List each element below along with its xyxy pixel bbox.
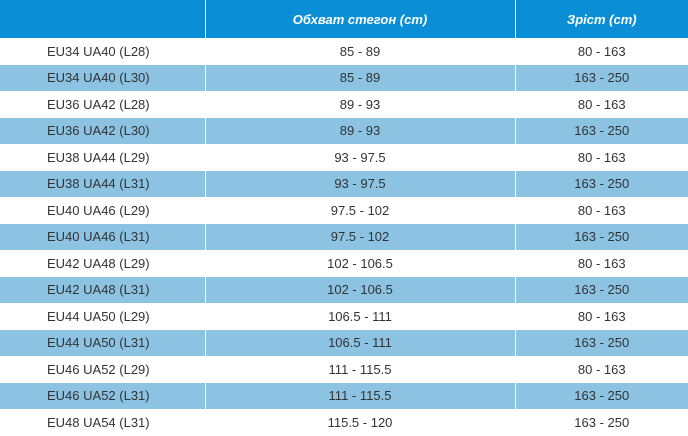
table-cell: EU34 UA40 (L30) — [0, 64, 206, 91]
table-cell: EU36 UA42 (L30) — [0, 117, 206, 144]
table-cell: 106.5 - 111 — [205, 303, 516, 330]
table-row: EU34 UA40 (L30) 85 - 89 163 - 250 — [0, 64, 688, 91]
table-cell: EU48 UA54 (L31) — [0, 409, 206, 436]
table-row: EU44 UA50 (L29) 106.5 - 111 80 - 163 — [0, 303, 688, 330]
table-row: EU34 UA40 (L28) 85 - 89 80 - 163 — [0, 38, 688, 65]
table-cell: 163 - 250 — [574, 414, 630, 430]
header-cell: Обхват стегон (cm) — [205, 0, 516, 38]
table-cell: EU44 UA50 (L31) — [0, 329, 206, 356]
table-cell: EU40 UA46 (L29) — [0, 197, 206, 224]
table-cell: 102 - 106.5 — [205, 276, 516, 303]
table-cell: EU38 UA44 (L31) — [0, 170, 206, 197]
table-cell: 80 - 163 — [577, 149, 626, 165]
header-cell — [0, 0, 206, 38]
table-cell: 115.5 - 120 — [205, 409, 516, 436]
table-cell: 163 - 250 — [574, 229, 630, 245]
table-cell: EU46 UA52 (L29) — [0, 356, 206, 383]
table-cell: 163 - 250 — [574, 282, 630, 298]
header-row: Обхват стегон (cm) Зріст (cm) — [0, 0, 688, 38]
table-cell: 80 - 163 — [577, 361, 626, 377]
table-cell: 106.5 - 111 — [205, 329, 516, 356]
table-cell: 89 - 93 — [205, 117, 516, 144]
table-cell: 85 - 89 — [205, 38, 516, 65]
table-cell: EU36 UA42 (L28) — [0, 91, 206, 118]
table-row: EU40 UA46 (L31) 97.5 - 102 163 - 250 — [0, 223, 688, 250]
table-row: EU42 UA48 (L29) 102 - 106.5 80 - 163 — [0, 250, 688, 277]
table-cell: 85 - 89 — [205, 64, 516, 91]
table-cell: 89 - 93 — [205, 91, 516, 118]
table-cell: EU38 UA44 (L29) — [0, 144, 206, 171]
table-row: EU40 UA46 (L29) 97.5 - 102 80 - 163 — [0, 197, 688, 224]
table-cell: EU40 UA46 (L31) — [0, 223, 206, 250]
table-cell: 97.5 - 102 — [205, 197, 516, 224]
table-row: EU48 UA54 (L31) 115.5 - 120 163 - 250 — [0, 409, 688, 436]
table-header: Обхват стегон (cm) Зріст (cm) — [0, 0, 688, 38]
table-row: EU36 UA42 (L30) 89 - 93 163 - 250 — [0, 117, 688, 144]
table-cell: EU44 UA50 (L29) — [0, 303, 206, 330]
table-cell: 80 - 163 — [577, 255, 626, 271]
table-cell: 163 - 250 — [574, 70, 630, 86]
table-cell: 80 - 163 — [577, 43, 626, 59]
table-body: EU34 UA40 (L28) 85 - 89 80 - 163 EU34 UA40 … — [0, 38, 688, 436]
table-cell: EU42 UA48 (L29) — [0, 250, 206, 277]
table-cell: 163 - 250 — [574, 388, 630, 404]
table-row: EU46 UA52 (L31) 111 - 115.5 163 - 250 — [0, 382, 688, 409]
table-row: EU44 UA50 (L31) 106.5 - 111 163 - 250 — [0, 329, 688, 356]
table-cell: 163 - 250 — [574, 123, 630, 139]
table-cell: 163 - 250 — [574, 176, 630, 192]
table-cell: 80 - 163 — [577, 308, 626, 324]
table-cell: EU46 UA52 (L31) — [0, 382, 206, 409]
table-cell: 111 - 115.5 — [205, 382, 516, 409]
table-cell: 102 - 106.5 — [205, 250, 516, 277]
table-row: EU46 UA52 (L29) 111 - 115.5 80 - 163 — [0, 356, 688, 383]
table-cell: 163 - 250 — [574, 335, 630, 351]
table-cell: 97.5 - 102 — [205, 223, 516, 250]
table-cell: EU42 UA48 (L31) — [0, 276, 206, 303]
table-row: EU38 UA44 (L29) 93 - 97.5 80 - 163 — [0, 144, 688, 171]
table-row: EU36 UA42 (L28) 89 - 93 80 - 163 — [0, 91, 688, 118]
table-cell: 93 - 97.5 — [205, 170, 516, 197]
table-cell: 80 - 163 — [577, 202, 626, 218]
table-row: EU42 UA48 (L31) 102 - 106.5 163 - 250 — [0, 276, 688, 303]
table-cell: 111 - 115.5 — [205, 356, 516, 383]
table-cell: 93 - 97.5 — [205, 144, 516, 171]
table-cell: EU34 UA40 (L28) — [0, 38, 206, 65]
header-cell: Зріст (cm) — [566, 11, 637, 27]
table-cell: 80 - 163 — [577, 96, 626, 112]
table-row: EU38 UA44 (L31) 93 - 97.5 163 - 250 — [0, 170, 688, 197]
